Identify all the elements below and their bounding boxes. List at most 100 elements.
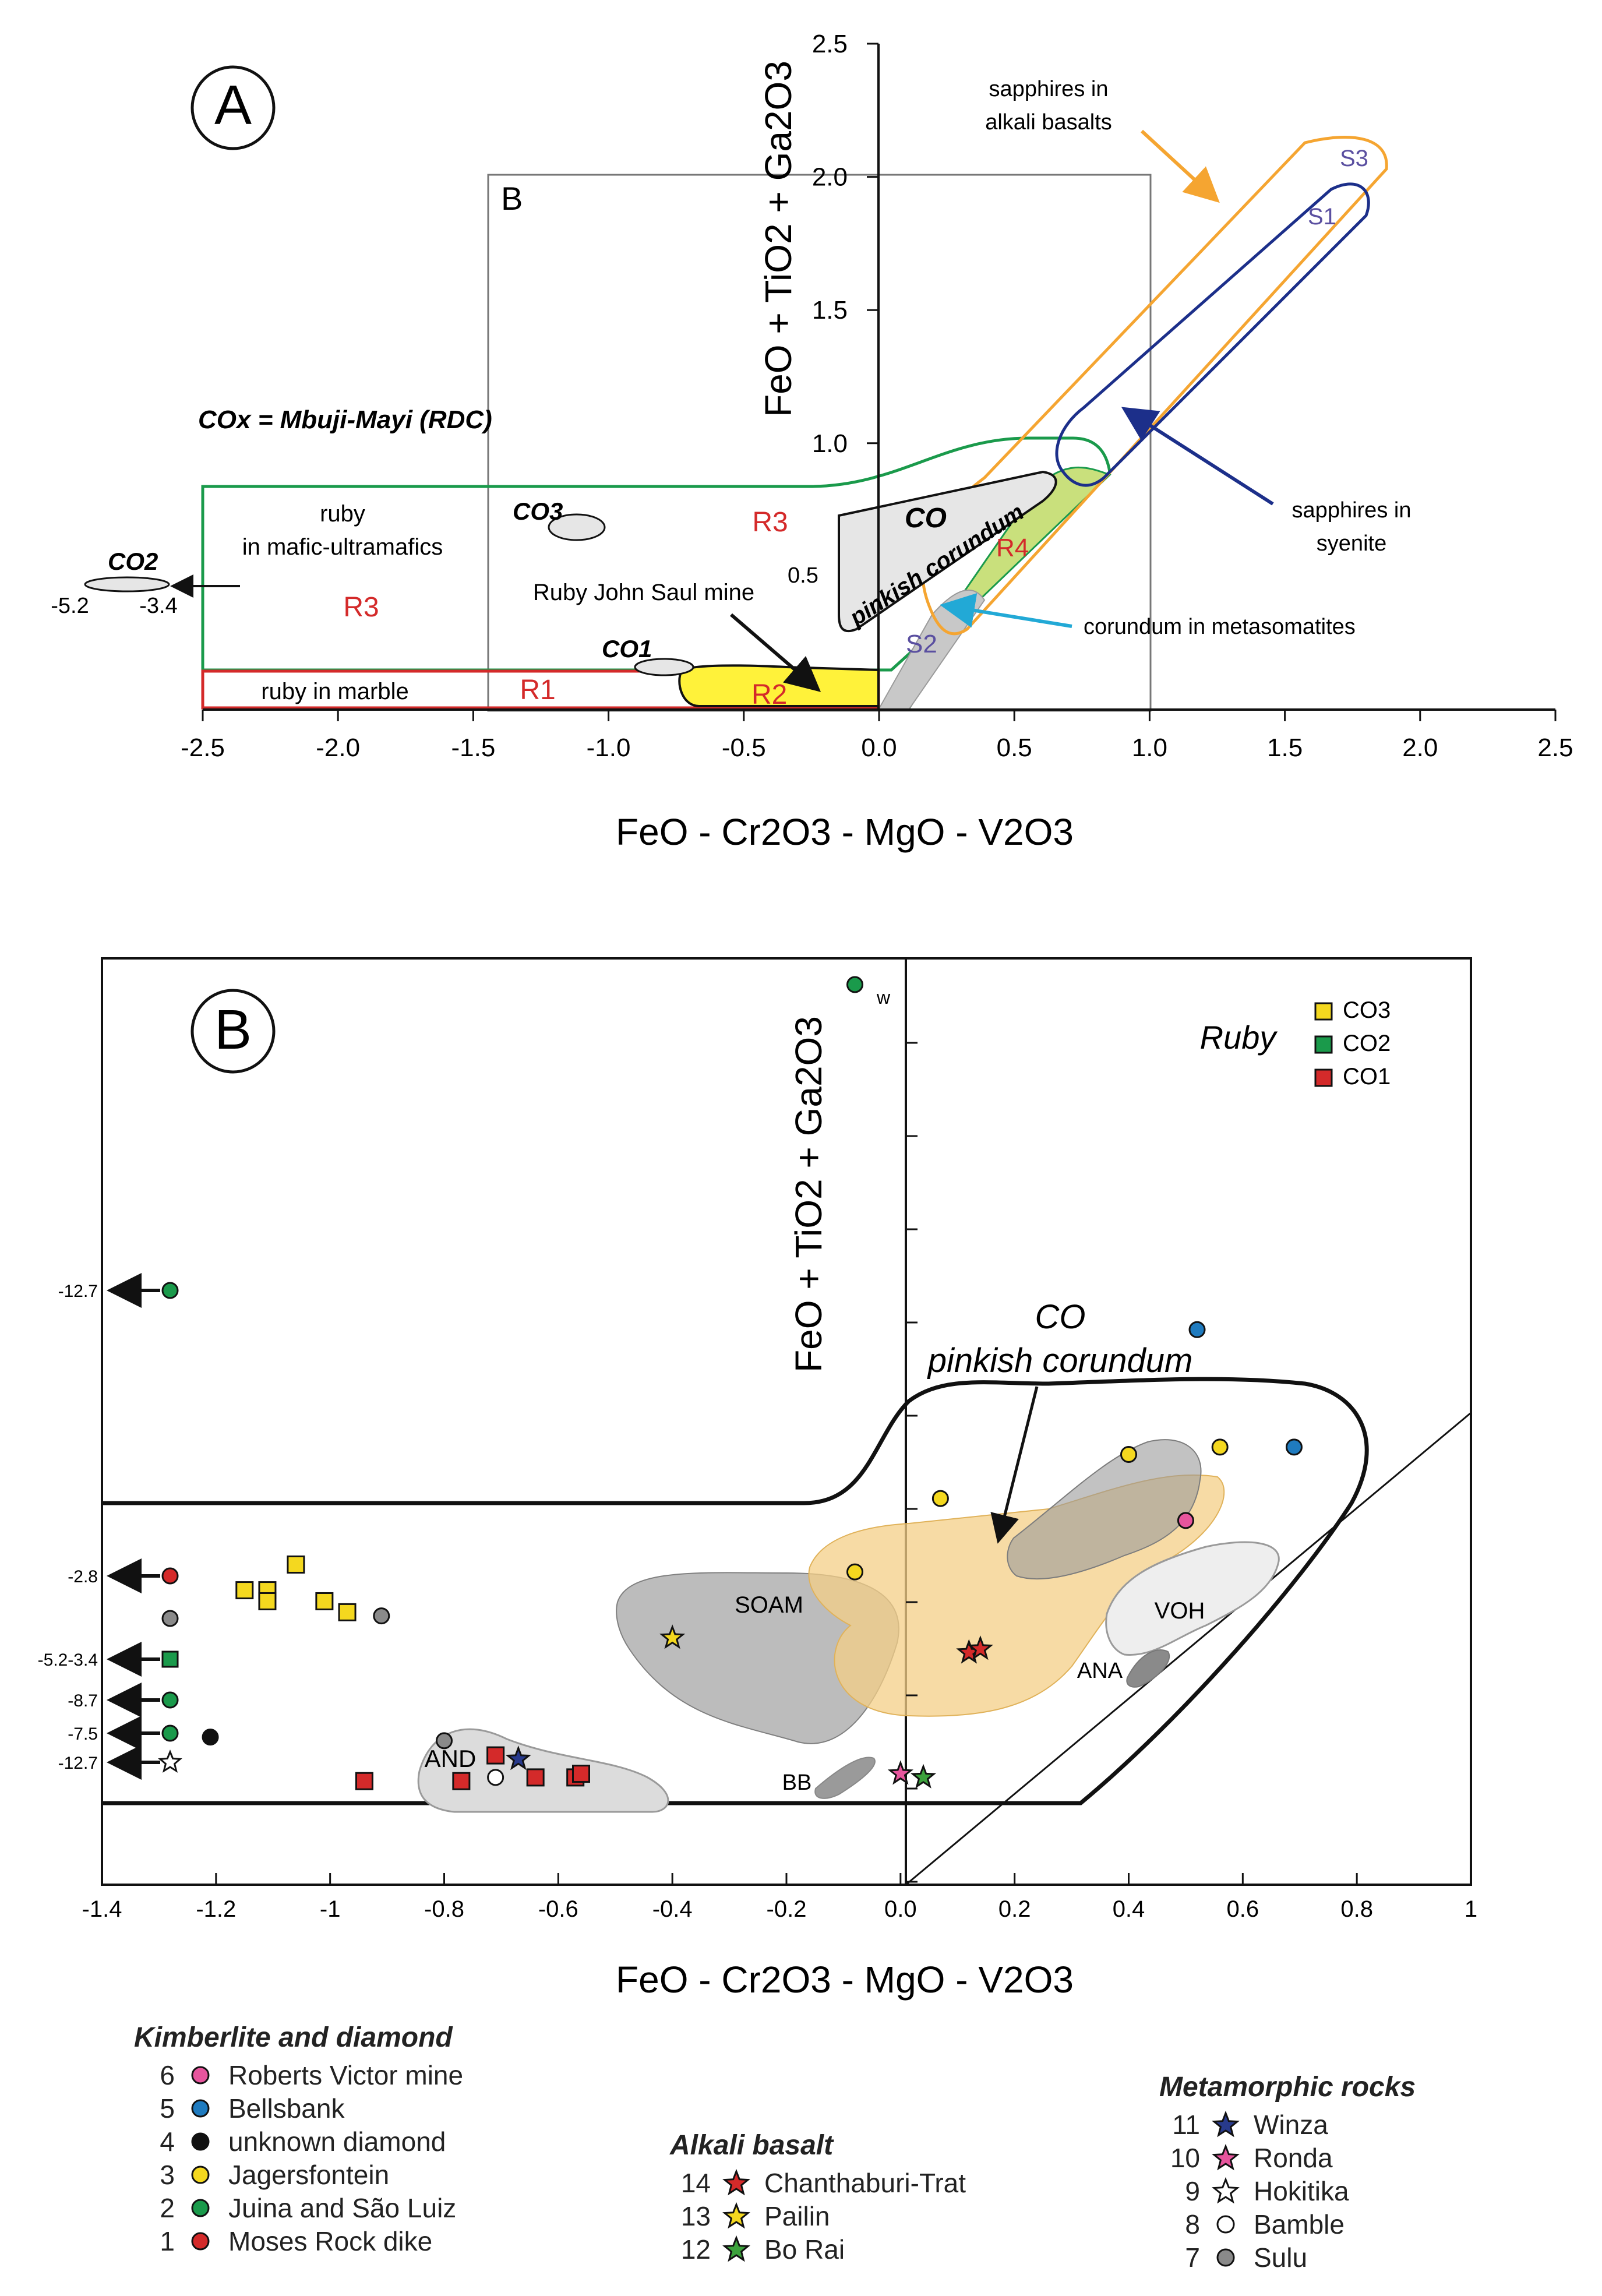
ticks-b: -1.4 -1.2 -1 -0.8 -0.6 -0.4 -0.2 0.0 0.2 0.4 0.6 0.… xyxy=(82,1042,1477,1922)
label-sapphires-syenite-1: sapphires in xyxy=(1292,498,1412,523)
arrow-sapphires-syenite xyxy=(1121,407,1274,506)
field-co-pinkish-corundum xyxy=(838,470,1057,633)
legend-item-number: 1 xyxy=(160,2226,175,2256)
cluster-co1 xyxy=(634,658,694,676)
legend-item: 6 Roberts Victor mine xyxy=(134,2058,463,2092)
legend-item: 7 Sulu xyxy=(1159,2241,1416,2274)
field-ana xyxy=(1126,1649,1170,1688)
panel-b-label: B xyxy=(214,999,252,1061)
label-co2-max: -3.4 xyxy=(139,594,177,618)
legend-item-number: 8 xyxy=(1185,2209,1200,2239)
star-marker-icon xyxy=(1212,2143,1240,2170)
y-axis-title-a: FeO + TiO2 + Ga2O3 xyxy=(757,61,799,417)
arrow-metasomatites xyxy=(940,593,1072,628)
ruby-legend-swatch xyxy=(1314,1002,1333,1021)
ruby-point-co1 xyxy=(486,1746,505,1765)
legend-item-label: Sulu xyxy=(1254,2242,1308,2273)
x-tick-label-a: 0.5 xyxy=(997,733,1032,762)
legend-item-label: unknown diamond xyxy=(228,2126,446,2157)
legend-item-label: Bo Rai xyxy=(764,2234,845,2265)
point-bo-rai xyxy=(910,1764,937,1789)
offscale-label: -12.7 xyxy=(58,1754,98,1773)
cluster-co3 xyxy=(548,513,606,541)
x-tick-label-b: -1.2 xyxy=(196,1896,236,1922)
ruby-point-co3 xyxy=(258,1592,277,1610)
legend-item-label: Jagersfontein xyxy=(228,2159,390,2190)
label-ruby-marble: ruby in marble xyxy=(261,679,408,704)
arrow-john-saul xyxy=(730,613,821,692)
legend-metamorphic-title: Metamorphic rocks xyxy=(1159,2072,1416,2103)
legend-item-number: 5 xyxy=(160,2093,175,2124)
legend-item-label: Moses Rock dike xyxy=(228,2226,433,2256)
field-sapphires-syenite xyxy=(1055,182,1370,487)
ruby-point-co3 xyxy=(315,1592,334,1610)
label-co-b: CO xyxy=(1035,1298,1086,1336)
legend-item-label: Winza xyxy=(1254,2109,1328,2140)
x-tick-label-a: -1.5 xyxy=(451,733,495,762)
label-and: AND xyxy=(425,1745,477,1772)
x-tick-label-a: 2.5 xyxy=(1537,733,1573,762)
ruby-point-co1 xyxy=(355,1772,373,1790)
legend-item-label: Bellsbank xyxy=(228,2093,345,2124)
panel-b-badge xyxy=(190,989,276,1074)
x-tick-label-a: 1.0 xyxy=(1132,733,1167,762)
legend-item-label: Ronda xyxy=(1254,2142,1333,2173)
label-metasomatites: corundum in metasomatites xyxy=(1084,615,1356,639)
legend-item: 5 Bellsbank xyxy=(134,2092,463,2125)
legend-item: 3 Jagersfontein xyxy=(134,2158,463,2191)
legend-item-number: 11 xyxy=(1172,2109,1200,2140)
point-juina-and-s-o-luiz xyxy=(846,976,863,993)
legend-item: 12 Bo Rai xyxy=(670,2232,966,2266)
legend-item: 2 Juina and São Luiz xyxy=(134,2191,463,2224)
label-co2-min: -5.2 xyxy=(51,594,89,618)
label-ruby-mafic-1: ruby xyxy=(320,501,365,527)
label-soam: SOAM xyxy=(735,1592,803,1618)
label-w: w xyxy=(876,987,891,1008)
point-pailin xyxy=(659,1624,686,1649)
x-tick-label-b: -0.6 xyxy=(538,1896,578,1922)
point-jagersfontein xyxy=(931,1490,949,1507)
panel-a: A B -2.5 -2.0 -1.5 -1.0 -0.5 0.0 0.5 1.0 1.5 2.0 2… xyxy=(51,30,1573,853)
legend-alkali-title: Alkali basalt xyxy=(670,2130,834,2161)
x-tick-label-a: -2.5 xyxy=(181,733,225,762)
legend-item-number: 6 xyxy=(160,2059,175,2090)
field-bb xyxy=(814,1757,876,1799)
legend-item: 4 unknown diamond xyxy=(134,2125,463,2158)
legend-item: 14 Chanthaburi-Trat xyxy=(670,2166,966,2199)
x-axis-title-a: FeO - Cr2O3 - MgO - V2O3 xyxy=(616,811,1074,853)
label-ruby-mafic-2: in mafic-ultramafics xyxy=(242,534,443,560)
ruby-legend-label: CO2 xyxy=(1343,1031,1391,1056)
circle-marker-icon xyxy=(191,2232,210,2250)
legend-item-label: Pailin xyxy=(764,2200,830,2231)
label-sapphires-alkali-1: sapphires in xyxy=(989,77,1109,101)
legend-item: 13 Pailin xyxy=(670,2199,966,2232)
legend-item-number: 3 xyxy=(160,2159,175,2190)
legend-kimberlite: Kimberlite and diamond 6 Roberts Victor m… xyxy=(134,2022,463,2258)
x-tick-label-b: 0.0 xyxy=(884,1896,917,1922)
point-unknown-diamond xyxy=(202,1729,219,1746)
point-jagersfontein xyxy=(846,1563,863,1581)
point-roberts-victor-mine xyxy=(1177,1512,1194,1529)
label-co: CO xyxy=(905,503,947,534)
offscale-marker xyxy=(158,1750,182,1773)
x-axis-title-b: FeO - Cr2O3 - MgO - V2O3 xyxy=(616,1959,1074,2001)
field-ruby-mafic-ultramafics xyxy=(201,436,1111,672)
point-bellsbank xyxy=(1188,1321,1206,1338)
x-tick-label-b: 0.6 xyxy=(1227,1896,1259,1922)
legend-kimberlite-title: Kimberlite and diamond xyxy=(134,2022,453,2053)
circle-marker-icon xyxy=(191,2132,210,2150)
star-marker-icon xyxy=(722,2168,750,2195)
offscale-label: -12.7 xyxy=(58,1282,98,1301)
y-tick-label-a: 2.0 xyxy=(812,163,848,192)
star-marker-icon xyxy=(722,2202,750,2228)
ruby-legend-label: CO3 xyxy=(1343,997,1391,1023)
x-tick-label-b: -0.8 xyxy=(424,1896,464,1922)
x-tick-label-b: -0.4 xyxy=(652,1896,693,1922)
arrow-sapphires-alkali xyxy=(1140,129,1220,203)
field-co-pinkish-corundum-b xyxy=(102,1377,1369,1805)
legend-item: 10 Ronda xyxy=(1159,2141,1416,2174)
legend-item-number: 13 xyxy=(680,2200,711,2231)
label-voh: VOH xyxy=(1155,1598,1205,1624)
label-s3: S3 xyxy=(1340,146,1368,171)
